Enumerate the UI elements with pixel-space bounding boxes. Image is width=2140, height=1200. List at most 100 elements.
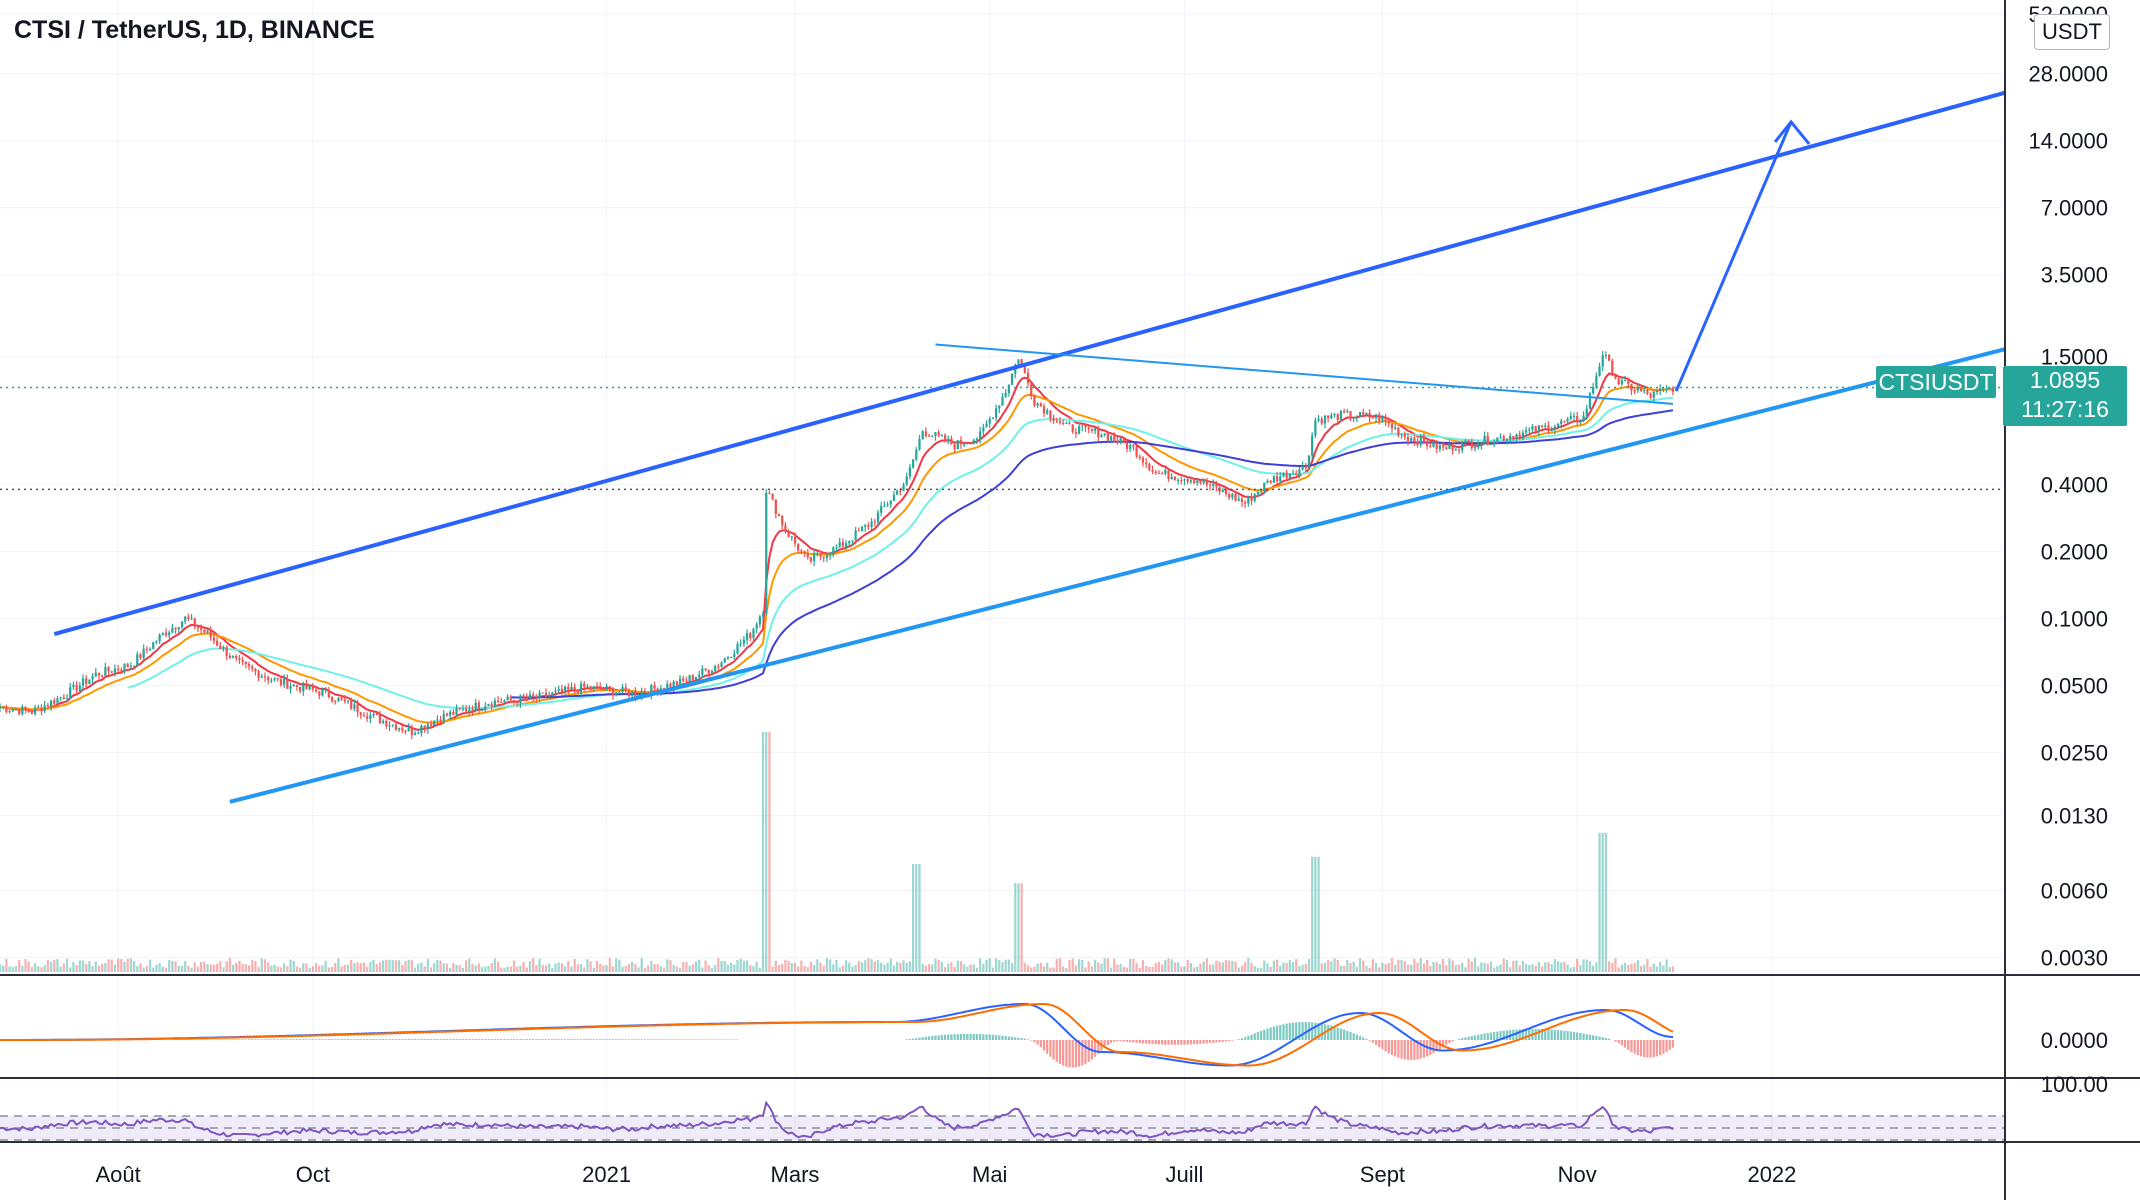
- candle-body: [1572, 416, 1576, 418]
- macd-histogram-bar: [1189, 1040, 1192, 1045]
- candle-body: [1132, 445, 1135, 447]
- volume-bar: [864, 960, 867, 972]
- volume-bar: [758, 967, 761, 972]
- price-tick-label: 0.4000: [2041, 472, 2108, 497]
- volume-bar: [27, 961, 30, 972]
- macd-histogram-bar: [1563, 1030, 1566, 1040]
- volume-bar: [765, 732, 768, 972]
- volume-bar: [228, 958, 231, 972]
- volume-bar: [407, 959, 410, 972]
- macd-histogram-bar: [1620, 1040, 1623, 1046]
- volume-bar: [1592, 965, 1595, 972]
- volume-bar: [1668, 967, 1671, 972]
- candle-body: [225, 647, 228, 656]
- macd-histogram-bar: [1544, 1029, 1547, 1040]
- macd-histogram-bar: [662, 1039, 666, 1040]
- currency-unit-button[interactable]: USDT: [2034, 14, 2110, 50]
- candle-body: [1062, 422, 1065, 424]
- macd-histogram-bar: [1346, 1030, 1349, 1040]
- volume-bar: [305, 963, 308, 972]
- volume-bar: [793, 962, 797, 972]
- volume-bar: [1339, 965, 1343, 972]
- macd-histogram-bar: [943, 1034, 947, 1040]
- macd-histogram-bar: [1342, 1029, 1346, 1040]
- candle-body: [107, 667, 110, 672]
- macd-histogram-bar: [382, 1039, 385, 1040]
- volume-bar: [1461, 962, 1464, 972]
- candle-body: [1662, 388, 1665, 390]
- candle-body: [110, 671, 113, 673]
- candle-body: [1129, 445, 1132, 449]
- candle-body: [321, 689, 324, 696]
- volume-bar: [1183, 966, 1186, 972]
- volume-bar: [506, 966, 509, 972]
- volume-bar: [1058, 958, 1062, 972]
- volume-bar: [899, 962, 902, 972]
- candle-body: [241, 660, 244, 662]
- volume-bar: [132, 961, 136, 972]
- macd-histogram-bar: [535, 1039, 538, 1040]
- macd-histogram-bar: [1585, 1034, 1588, 1040]
- volume-bar: [1576, 958, 1579, 972]
- volume-bar: [931, 964, 934, 972]
- macd-histogram-bar: [583, 1039, 586, 1040]
- volume-bar: [880, 962, 883, 972]
- candle-body: [1601, 355, 1604, 367]
- macd-histogram-bar: [1269, 1027, 1272, 1040]
- volume-bar: [117, 958, 120, 972]
- candle-body: [1081, 425, 1084, 427]
- macd-histogram-bar: [618, 1039, 621, 1040]
- volume-bar: [934, 958, 937, 972]
- macd-histogram-bar: [1004, 1036, 1007, 1040]
- macd-histogram-bar: [1528, 1028, 1531, 1040]
- candle-body: [493, 700, 496, 707]
- volume-bar: [267, 962, 270, 972]
- macd-histogram-bar: [1652, 1040, 1655, 1058]
- candle-body: [800, 550, 803, 552]
- volume-bar: [94, 961, 97, 972]
- volume-bar: [1151, 966, 1154, 972]
- candle-body: [212, 637, 216, 641]
- macd-line: [0, 1003, 1674, 1067]
- candle-body: [749, 633, 752, 638]
- price-tick-label: 0.0130: [2041, 804, 2108, 829]
- candle-body: [1183, 479, 1186, 481]
- macd-histogram-bar: [669, 1039, 672, 1040]
- time-tick-label: Oct: [296, 1162, 330, 1187]
- candle-body: [1253, 494, 1256, 501]
- volume-bar: [1106, 958, 1109, 972]
- volume-bar: [688, 965, 691, 972]
- candle-body: [733, 653, 736, 657]
- volume-bar: [573, 958, 576, 972]
- volume-bar: [1569, 967, 1572, 972]
- candle-body: [994, 408, 998, 418]
- macd-histogram-bar: [314, 1039, 318, 1040]
- volume-bar: [1416, 962, 1419, 972]
- macd-histogram-bar: [1410, 1040, 1413, 1060]
- volume-bar: [646, 965, 650, 972]
- volume-bar: [1342, 966, 1346, 972]
- volume-bar: [1042, 966, 1046, 972]
- macd-histogram-bar: [1288, 1023, 1291, 1040]
- candle-body: [337, 697, 340, 702]
- macd-histogram-bar: [196, 1039, 200, 1040]
- candle-body: [1030, 383, 1033, 396]
- candle-body: [768, 492, 771, 494]
- volume-bar: [62, 963, 65, 972]
- macd-histogram-bar: [1582, 1033, 1585, 1040]
- volume-bar: [1036, 963, 1039, 972]
- volume-bar: [43, 965, 46, 972]
- volume-bar: [682, 962, 685, 972]
- volume-bar: [1432, 961, 1435, 972]
- macd-histogram-bar: [557, 1039, 560, 1040]
- candle-body: [295, 684, 299, 687]
- macd-histogram-bar: [369, 1039, 372, 1040]
- volume-bar: [1068, 959, 1071, 972]
- macd-histogram-bar: [388, 1039, 391, 1040]
- macd-histogram-bar: [1314, 1022, 1317, 1040]
- candle-body: [382, 720, 385, 723]
- volume-bar: [49, 961, 53, 972]
- macd-histogram-bar: [401, 1039, 404, 1040]
- macd-histogram-bar: [1461, 1037, 1464, 1040]
